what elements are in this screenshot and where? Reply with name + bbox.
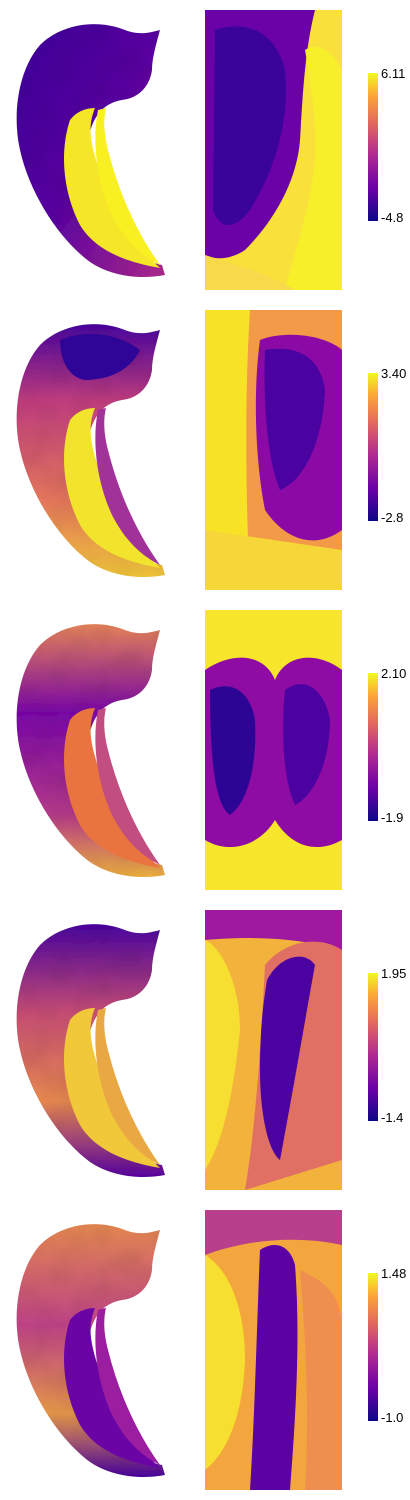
panel-4: 1.95 -1.4 — [0, 900, 410, 1200]
colorbar-min-label-4: -1.4 — [381, 1110, 404, 1125]
colorbar-max-label-1: 6.11 — [381, 66, 406, 81]
colorbar-min-label-1: -4.8 — [381, 210, 404, 225]
flatmap-4 — [205, 910, 342, 1190]
surface-render-4 — [16, 924, 166, 1178]
colorbar-4 — [368, 973, 378, 1121]
colorbar-min-label-2: -2.8 — [381, 510, 404, 525]
panel-5: 1.48 -1.0 — [0, 1200, 410, 1500]
colorbar-max-label-2: 3.40 — [381, 366, 407, 381]
colorbar-2 — [368, 373, 378, 521]
panel-3: 2.10 -1.9 — [0, 600, 410, 900]
colorbar-3 — [368, 673, 378, 821]
surface-render-1 — [16, 24, 166, 278]
colorbar-5 — [368, 1273, 378, 1421]
surface-render-3 — [16, 624, 166, 878]
flatmap-5 — [205, 1210, 342, 1490]
colorbar-1 — [368, 73, 378, 221]
colorbar-max-label-5: 1.48 — [381, 1266, 407, 1281]
colorbar-max-label-3: 2.10 — [381, 666, 407, 681]
surface-render-5 — [16, 1224, 166, 1478]
surface-render-2 — [16, 324, 166, 578]
flatmap-1 — [205, 10, 342, 290]
panel-2: 3.40 -2.8 — [0, 300, 410, 600]
colorbar-min-label-5: -1.0 — [381, 1410, 404, 1425]
colorbar-max-label-4: 1.95 — [381, 966, 407, 981]
panel-1: 6.11 -4.8 — [0, 0, 410, 300]
flatmap-2 — [205, 310, 342, 590]
flatmap-3 — [205, 610, 342, 890]
colorbar-min-label-3: -1.9 — [381, 810, 404, 825]
